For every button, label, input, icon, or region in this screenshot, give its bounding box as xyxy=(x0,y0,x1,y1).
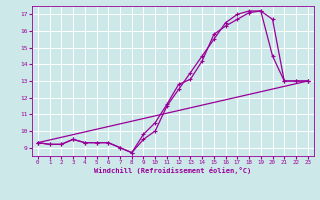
X-axis label: Windchill (Refroidissement éolien,°C): Windchill (Refroidissement éolien,°C) xyxy=(94,167,252,174)
